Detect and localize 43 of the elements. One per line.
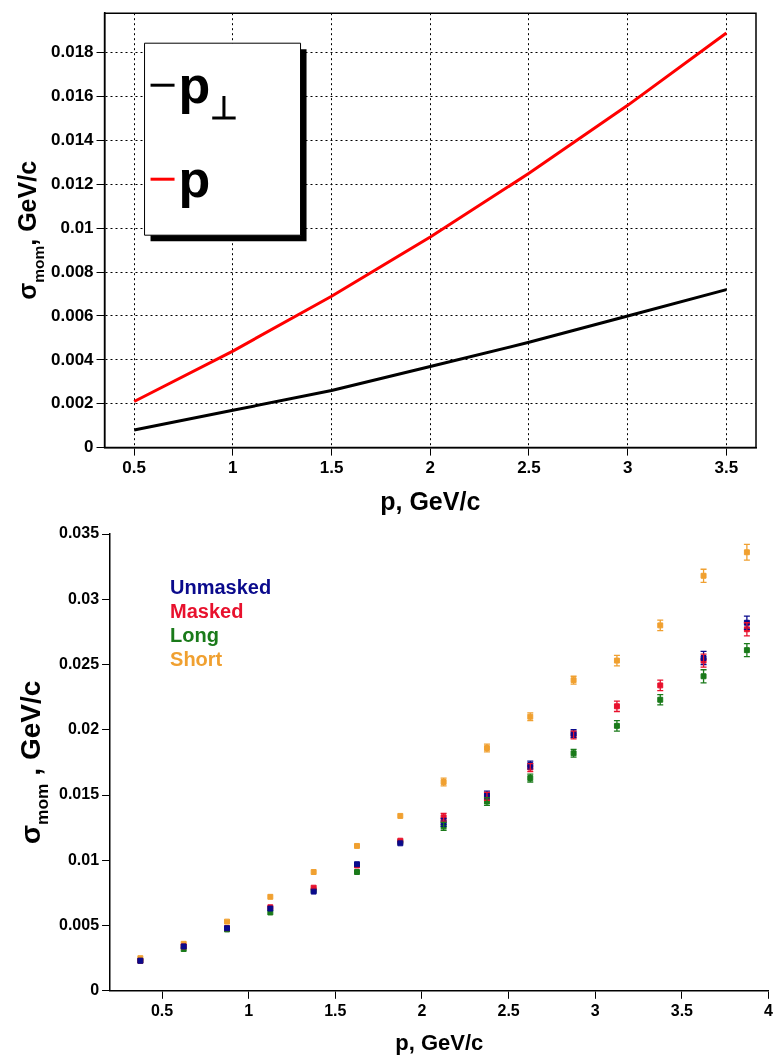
x-tick-label: 2.5 [517,458,541,478]
text: Long [170,624,219,646]
x-tick-label: 3.5 [714,458,739,478]
y-tick-label: 0.005 [58,915,100,933]
text: Short [170,648,223,670]
y-tick-label: 0.008 [50,261,94,281]
x-tick-label: 1.5 [319,458,344,478]
y-tick-label: 0.002 [50,393,94,413]
x-tick-label: 2 [425,458,436,478]
y-axis-title: σmom, GeV/c [13,160,47,300]
x-tick-label: 3.5 [670,1001,694,1019]
x-tick-label: 1 [244,1001,254,1019]
y-tick-label: 0.03 [67,589,100,607]
x-tick-label: 2 [417,1001,427,1019]
legend-label: p [178,150,211,209]
y-tick-label: 0.006 [50,305,94,325]
y-tick-label: 0.015 [58,785,100,803]
y-tick-label: 0.02 [67,720,100,738]
x-axis-title: p, GeV/c [395,1030,484,1055]
y-tick-label: 0.035 [58,524,100,542]
y-tick-label: 0 [90,981,100,999]
text: Masked [170,600,244,622]
x-tick-label: 4 [764,1001,774,1019]
y-tick-label: 0.025 [58,654,100,672]
y-tick-label: 0.01 [60,217,94,237]
x-tick-label: 0.5 [122,458,146,478]
y-tick-label: 0.014 [50,130,95,150]
x-tick-label: 3 [622,458,633,478]
text: Unmasked [170,576,272,598]
y-tick-label: 0.016 [50,86,94,106]
y-tick-label: 0.004 [50,349,95,369]
y-tick-label: 0.018 [50,42,94,62]
x-tick-label: 1 [228,458,238,478]
x-axis-title: p, GeV/c [380,487,481,515]
x-tick-label: 3 [590,1001,600,1019]
legend-label: p⊥ [178,56,239,126]
x-tick-label: 1.5 [324,1001,347,1019]
x-tick-label: 2.5 [497,1001,520,1019]
y-tick-label: 0 [84,437,94,457]
y-axis-title: σmom , GeV/c [15,680,53,845]
y-tick-label: 0.01 [67,850,100,868]
y-tick-label: 0.012 [50,174,94,194]
x-tick-label: 0.5 [150,1001,174,1019]
